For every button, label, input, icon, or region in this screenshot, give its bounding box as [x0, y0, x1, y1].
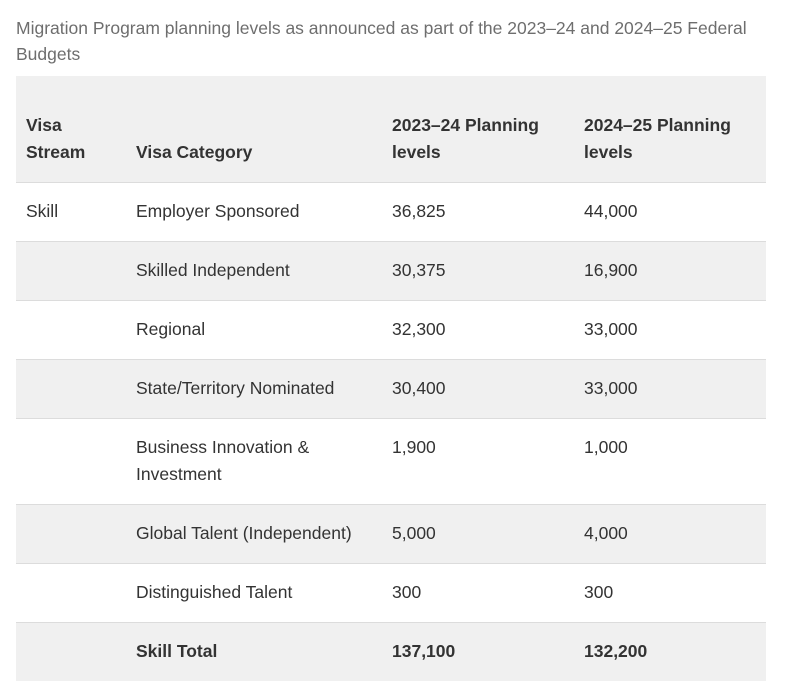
- cell-2024-25: 33,000: [574, 360, 766, 419]
- total-2023-24: 137,100: [382, 623, 574, 681]
- header-visa-category: Visa Category: [126, 76, 382, 183]
- cell-2023-24: 32,300: [382, 301, 574, 360]
- cell-2024-25: 44,000: [574, 183, 766, 242]
- total-2024-25: 132,200: [574, 623, 766, 681]
- table-row: Distinguished Talent 300 300: [16, 564, 766, 623]
- cell-visa-stream: Skill: [16, 183, 126, 242]
- total-cell-visa-stream: [16, 623, 126, 681]
- cell-visa-category: Business Innovation & Investment: [126, 419, 382, 505]
- cell-visa-stream: [16, 301, 126, 360]
- header-visa-stream: Visa Stream: [16, 76, 126, 183]
- table-row: State/Territory Nominated 30,400 33,000: [16, 360, 766, 419]
- table-row: Regional 32,300 33,000: [16, 301, 766, 360]
- cell-visa-stream: [16, 505, 126, 564]
- cell-2024-25: 4,000: [574, 505, 766, 564]
- cell-2024-25: 33,000: [574, 301, 766, 360]
- header-2024-25-planning-levels: 2024–25 Planning levels: [574, 76, 766, 183]
- table-total-row: Skill Total 137,100 132,200: [16, 623, 766, 681]
- table-header-row: Visa Stream Visa Category 2023–24 Planni…: [16, 76, 766, 183]
- cell-visa-stream: [16, 419, 126, 505]
- cell-2024-25: 16,900: [574, 242, 766, 301]
- table-row: Skilled Independent 30,375 16,900: [16, 242, 766, 301]
- table-row: Business Innovation & Investment 1,900 1…: [16, 419, 766, 505]
- total-label: Skill Total: [126, 623, 382, 681]
- cell-visa-stream: [16, 360, 126, 419]
- cell-visa-category: Regional: [126, 301, 382, 360]
- cell-2024-25: 300: [574, 564, 766, 623]
- cell-2023-24: 300: [382, 564, 574, 623]
- cell-2024-25: 1,000: [574, 419, 766, 505]
- table-caption: Migration Program planning levels as ann…: [16, 15, 756, 67]
- cell-2023-24: 5,000: [382, 505, 574, 564]
- cell-visa-category: State/Territory Nominated: [126, 360, 382, 419]
- cell-2023-24: 36,825: [382, 183, 574, 242]
- cell-visa-stream: [16, 564, 126, 623]
- cell-2023-24: 30,400: [382, 360, 574, 419]
- cell-visa-category: Distinguished Talent: [126, 564, 382, 623]
- cell-visa-category: Global Talent (Independent): [126, 505, 382, 564]
- header-2023-24-planning-levels: 2023–24 Planning levels: [382, 76, 574, 183]
- table-row: Global Talent (Independent) 5,000 4,000: [16, 505, 766, 564]
- cell-2023-24: 30,375: [382, 242, 574, 301]
- cell-visa-category: Skilled Independent: [126, 242, 382, 301]
- cell-visa-category: Employer Sponsored: [126, 183, 382, 242]
- planning-levels-table: Visa Stream Visa Category 2023–24 Planni…: [16, 76, 766, 681]
- table-row: Skill Employer Sponsored 36,825 44,000: [16, 183, 766, 242]
- cell-2023-24: 1,900: [382, 419, 574, 505]
- cell-visa-stream: [16, 242, 126, 301]
